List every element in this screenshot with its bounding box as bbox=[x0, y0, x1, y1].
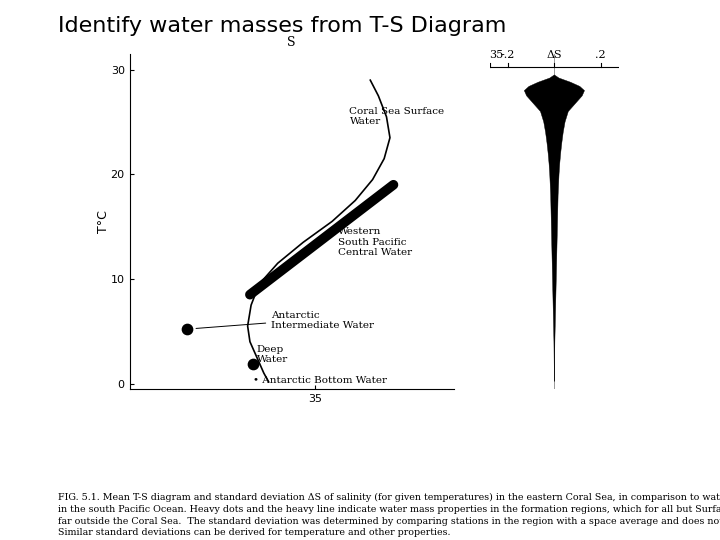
Text: Identify water masses from T-S Diagram: Identify water masses from T-S Diagram bbox=[58, 16, 506, 36]
Text: T°C: T°C bbox=[97, 210, 110, 233]
Text: S: S bbox=[287, 36, 296, 49]
Text: FIG. 5.1. Mean T-S diagram and standard deviation ΔS of salinity (for given temp: FIG. 5.1. Mean T-S diagram and standard … bbox=[58, 493, 720, 537]
Point bbox=[248, 360, 259, 368]
Text: Antarctic
Intermediate Water: Antarctic Intermediate Water bbox=[271, 311, 374, 330]
Text: 35: 35 bbox=[490, 50, 504, 60]
Text: ΔS: ΔS bbox=[546, 50, 562, 60]
Text: Coral Sea Surface
Water: Coral Sea Surface Water bbox=[349, 107, 444, 126]
Text: -.2: -.2 bbox=[501, 50, 516, 60]
Text: • Antarctic Bottom Water: • Antarctic Bottom Water bbox=[253, 376, 387, 385]
Text: Deep
Water: Deep Water bbox=[257, 345, 288, 364]
Polygon shape bbox=[524, 75, 585, 381]
Point bbox=[181, 325, 193, 334]
Text: Western
South Pacific
Central Water: Western South Pacific Central Water bbox=[338, 227, 412, 257]
Text: .2: .2 bbox=[595, 50, 606, 60]
